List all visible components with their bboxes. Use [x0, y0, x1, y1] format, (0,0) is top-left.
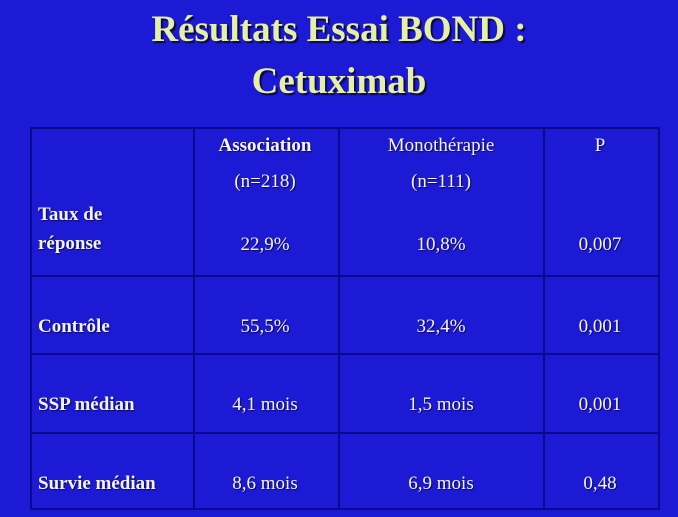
cell-value: 0,001 [578, 394, 622, 415]
row-label: Taux de réponse [38, 204, 103, 254]
column-header: Monothérapie [387, 135, 495, 156]
column-subheader: (n=218) [234, 171, 296, 192]
cell-value: 55,5% [240, 316, 290, 337]
row-label: Survie médian [38, 473, 156, 494]
title-line: Cetuximab [251, 61, 427, 102]
column-subheader: (n=111) [411, 171, 471, 192]
cell-value: 22,9% [240, 234, 290, 255]
cell-value: 32,4% [416, 316, 466, 337]
title-line: Résultats Essai BOND : [151, 9, 527, 50]
cell-value: 1,5 mois [408, 394, 474, 415]
cell-value: 0,007 [578, 234, 622, 255]
cell-value: 10,8% [416, 234, 466, 255]
row-divider [32, 275, 658, 277]
row-label: SSP médian [38, 394, 135, 415]
column-divider [338, 129, 340, 508]
cell-value: 4,1 mois [232, 394, 298, 415]
cell-value: 0,48 [583, 473, 617, 494]
results-table [30, 127, 660, 510]
column-divider [193, 129, 195, 508]
cell-value: 0,001 [578, 316, 622, 337]
row-divider [32, 432, 658, 434]
row-divider [32, 353, 658, 355]
row-label: Contrôle [38, 316, 110, 337]
column-divider [543, 129, 545, 508]
column-header: Association [218, 135, 312, 156]
cell-value: 8,6 mois [232, 473, 298, 494]
cell-value: 6,9 mois [408, 473, 474, 494]
column-header: P [594, 135, 606, 156]
